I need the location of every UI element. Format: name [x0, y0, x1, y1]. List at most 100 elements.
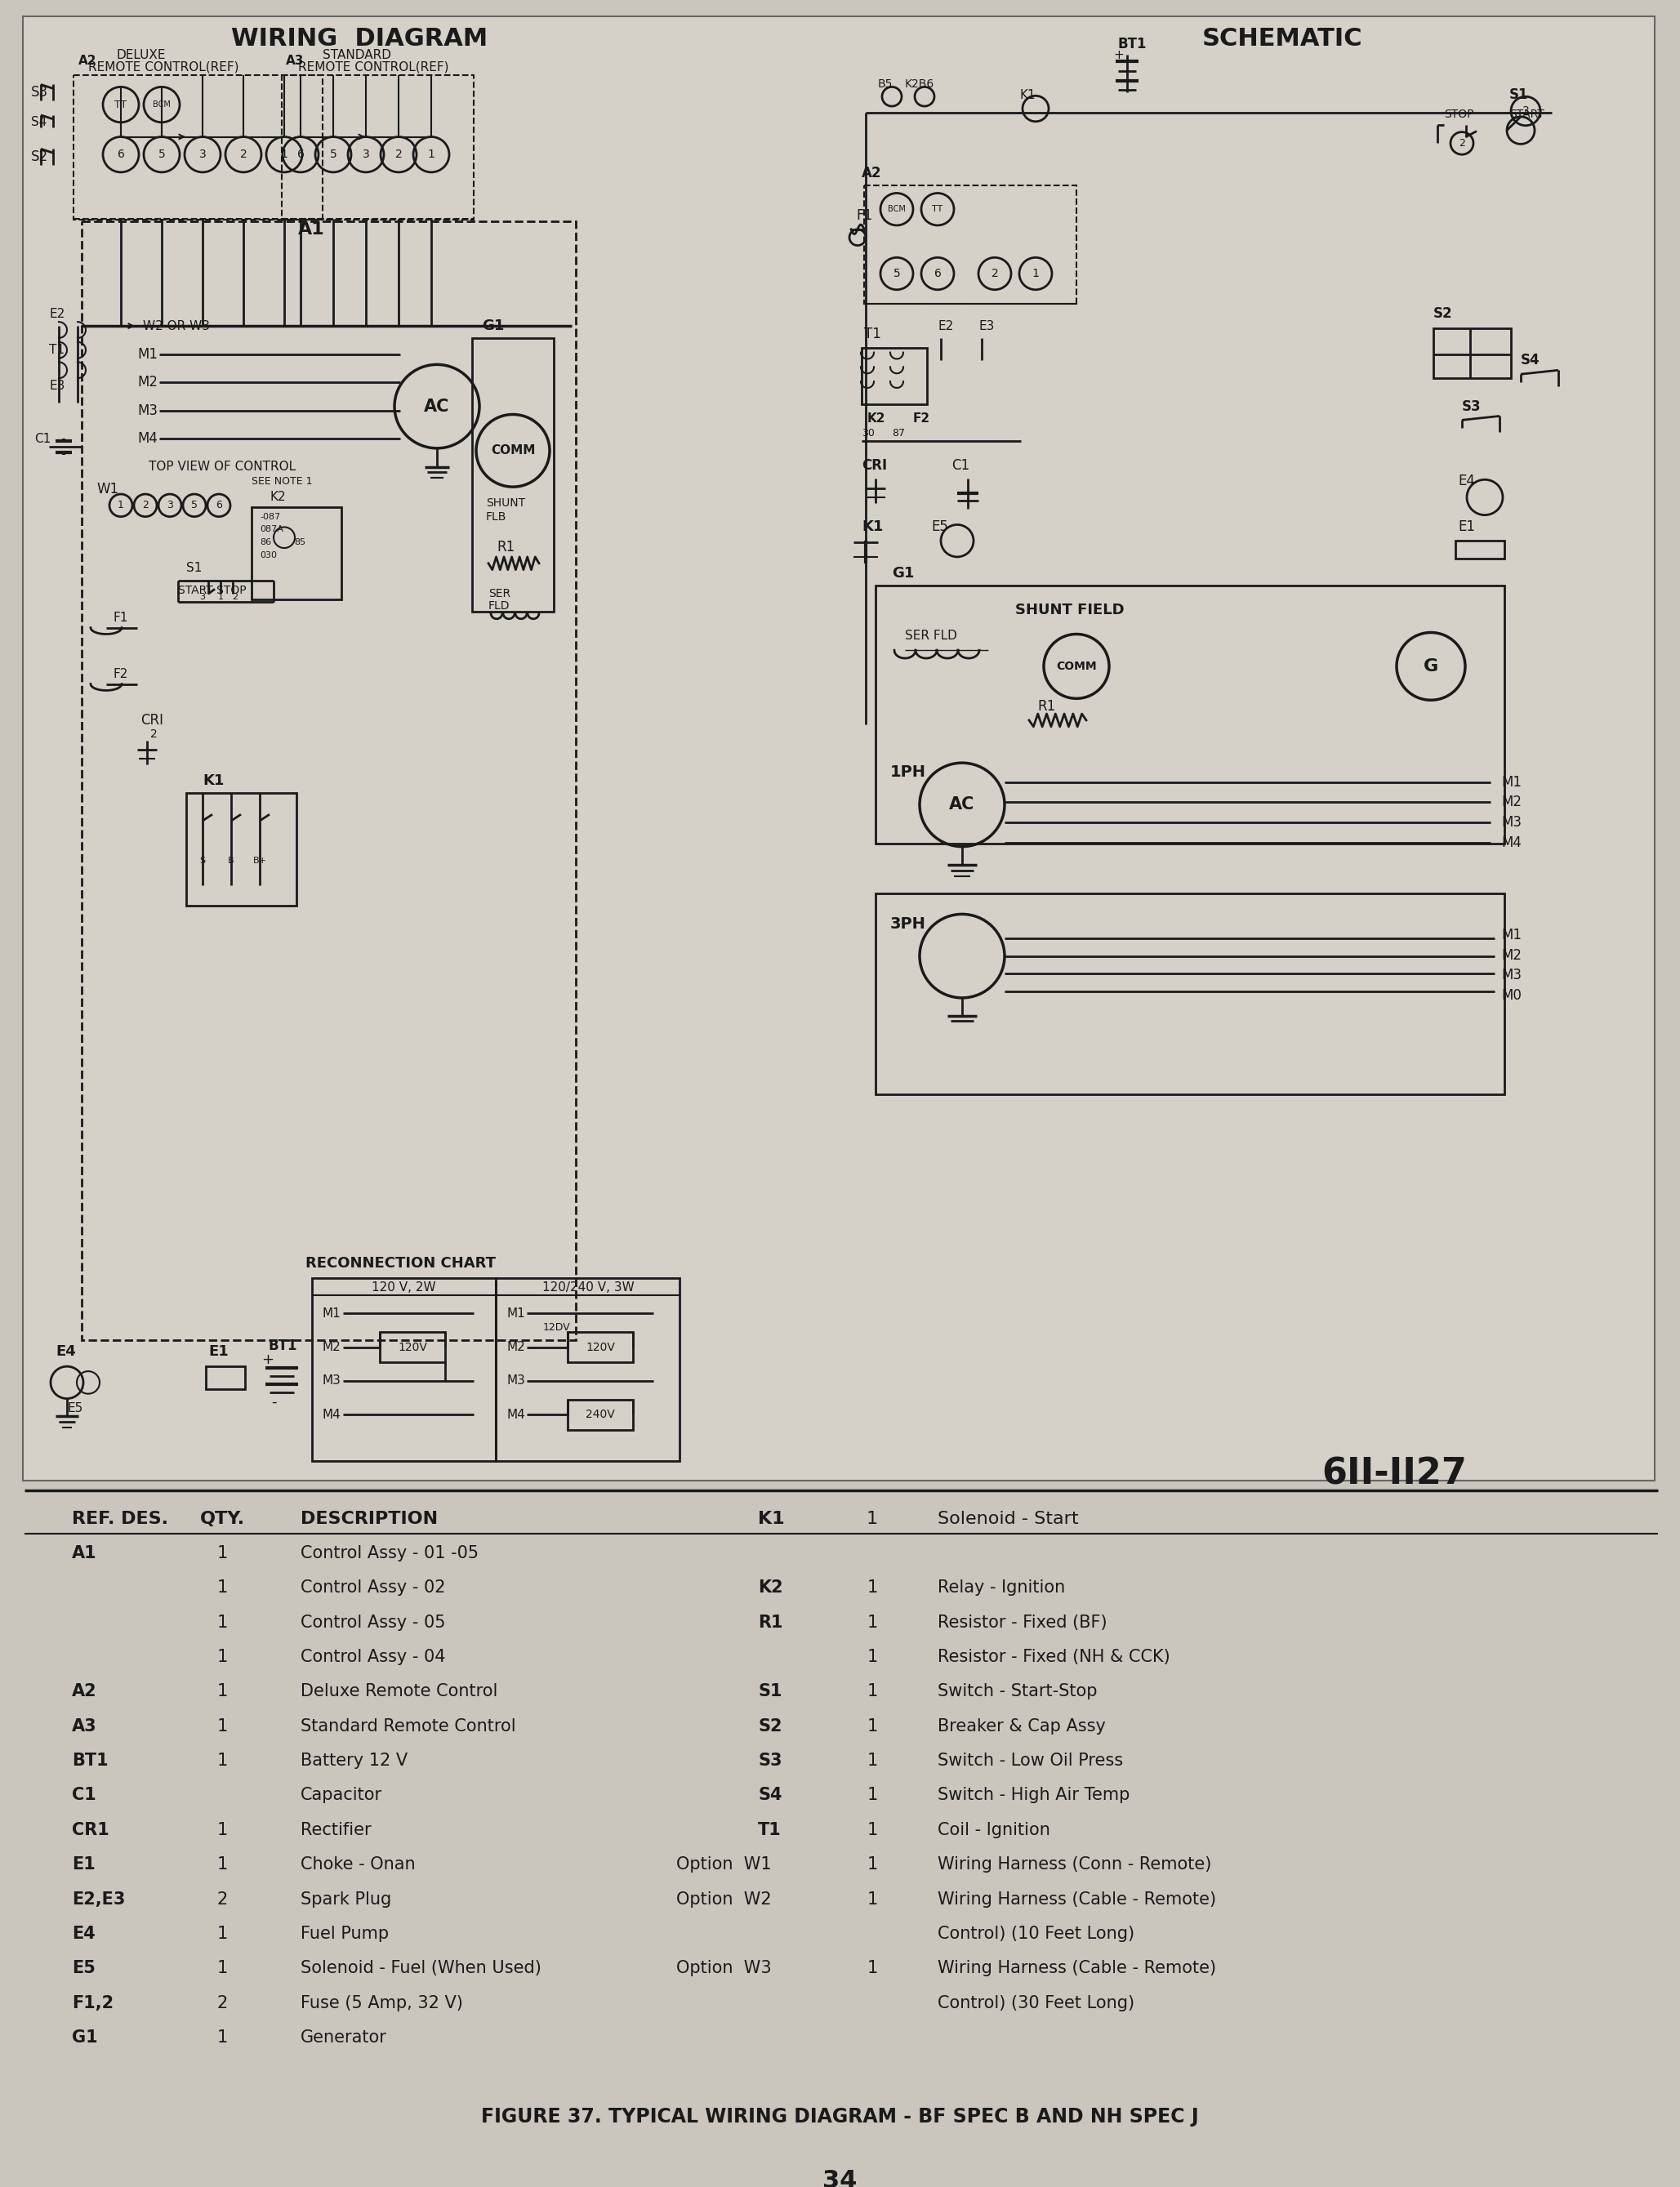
- Text: 2: 2: [217, 1995, 227, 2012]
- Text: S2: S2: [1433, 306, 1453, 321]
- Text: 3: 3: [363, 149, 370, 160]
- Text: G1: G1: [892, 566, 914, 580]
- Text: BCM: BCM: [153, 101, 171, 109]
- Text: F2: F2: [914, 413, 931, 424]
- Text: 1: 1: [867, 1857, 877, 1872]
- Text: 1: 1: [217, 1719, 227, 1734]
- Text: 1: 1: [217, 1822, 227, 1837]
- Text: Standard Remote Control: Standard Remote Control: [301, 1719, 516, 1734]
- Text: 1: 1: [217, 1752, 227, 1769]
- Text: RECONNECTION CHART: RECONNECTION CHART: [306, 1255, 496, 1271]
- Text: 1: 1: [217, 1544, 227, 1562]
- Text: E1: E1: [1458, 521, 1475, 534]
- Text: 1: 1: [867, 1822, 877, 1837]
- Text: -: -: [270, 1395, 277, 1408]
- Text: K1: K1: [1020, 90, 1035, 101]
- Text: 3: 3: [1522, 105, 1529, 116]
- Text: 2: 2: [232, 593, 239, 601]
- Text: M3: M3: [323, 1376, 341, 1387]
- Bar: [568, 1332, 633, 1363]
- Text: M3: M3: [1502, 816, 1522, 829]
- Text: S3: S3: [758, 1752, 781, 1769]
- Bar: [496, 1277, 679, 1461]
- Text: Resistor - Fixed (BF): Resistor - Fixed (BF): [937, 1614, 1107, 1632]
- Text: 1: 1: [428, 149, 435, 160]
- Bar: [186, 792, 296, 905]
- Text: S4: S4: [758, 1787, 781, 1804]
- Text: 1PH: 1PH: [890, 765, 926, 781]
- Text: A3: A3: [286, 55, 304, 68]
- Bar: [875, 892, 1504, 1094]
- Bar: [24, 15, 1655, 1481]
- Text: M1: M1: [323, 1308, 341, 1319]
- Text: Control) (30 Feet Long): Control) (30 Feet Long): [937, 1995, 1134, 2012]
- Text: S3: S3: [30, 85, 49, 101]
- Text: DELUXE: DELUXE: [116, 48, 165, 61]
- Text: Wiring Harness (Cable - Remote): Wiring Harness (Cable - Remote): [937, 1960, 1216, 1977]
- Text: 1: 1: [217, 1579, 227, 1597]
- Text: CR1: CR1: [72, 1822, 109, 1837]
- Text: 5: 5: [192, 501, 198, 512]
- Text: K2: K2: [758, 1579, 783, 1597]
- Text: 1: 1: [867, 1960, 877, 1977]
- Text: M4: M4: [138, 431, 158, 446]
- Text: Switch - High Air Temp: Switch - High Air Temp: [937, 1787, 1131, 1804]
- Text: E2: E2: [49, 308, 66, 319]
- Text: Control Assy - 02: Control Assy - 02: [301, 1579, 445, 1597]
- Text: 6II-II27: 6II-II27: [1322, 1457, 1467, 1492]
- Bar: [312, 1277, 496, 1461]
- Text: SER FLD: SER FLD: [906, 630, 958, 641]
- Bar: [568, 1400, 633, 1430]
- Text: F2: F2: [113, 669, 128, 680]
- Text: 2: 2: [143, 501, 148, 512]
- Text: S4: S4: [1520, 352, 1541, 367]
- Text: DESCRIPTION: DESCRIPTION: [301, 1511, 438, 1527]
- Bar: [1433, 328, 1510, 378]
- Text: G1: G1: [482, 319, 504, 332]
- Text: TOP VIEW OF CONTROL: TOP VIEW OF CONTROL: [148, 461, 296, 472]
- Text: AC: AC: [949, 796, 974, 814]
- Text: REMOTE CONTROL(REF): REMOTE CONTROL(REF): [297, 61, 449, 72]
- Text: M4: M4: [323, 1408, 341, 1422]
- Text: START: START: [1509, 109, 1544, 120]
- Text: 1: 1: [1032, 267, 1040, 280]
- Text: 030: 030: [260, 551, 277, 560]
- Text: Battery 12 V: Battery 12 V: [301, 1752, 408, 1769]
- Text: 1: 1: [281, 149, 287, 160]
- Text: Control Assy - 01 -05: Control Assy - 01 -05: [301, 1544, 479, 1562]
- Text: G1: G1: [72, 2030, 97, 2045]
- Text: 6: 6: [934, 267, 941, 280]
- Text: 1: 1: [867, 1684, 877, 1699]
- Text: Fuel Pump: Fuel Pump: [301, 1925, 388, 1942]
- Text: Option  W2: Option W2: [677, 1892, 771, 1907]
- Text: K1: K1: [203, 774, 223, 787]
- Text: AC: AC: [423, 398, 450, 416]
- Text: 85: 85: [294, 538, 306, 547]
- Text: A2: A2: [862, 166, 882, 179]
- Text: 240V: 240V: [586, 1408, 615, 1419]
- Text: Generator: Generator: [301, 2030, 386, 2045]
- Text: A3: A3: [72, 1719, 97, 1734]
- Text: 1: 1: [118, 501, 124, 512]
- Text: M3: M3: [506, 1376, 526, 1387]
- Text: M2: M2: [138, 374, 158, 389]
- Text: B+: B+: [252, 857, 267, 866]
- Text: T1: T1: [864, 326, 880, 341]
- Text: 2: 2: [395, 149, 402, 160]
- Text: -087: -087: [260, 512, 281, 521]
- Text: Control) (10 Feet Long): Control) (10 Feet Long): [937, 1925, 1134, 1942]
- Text: 1: 1: [217, 1614, 227, 1632]
- Text: E5: E5: [72, 1960, 96, 1977]
- Text: R1: R1: [497, 540, 514, 555]
- Text: Breaker & Cap Assy: Breaker & Cap Assy: [937, 1719, 1105, 1734]
- Text: 1: 1: [217, 1925, 227, 1942]
- Text: K2B6: K2B6: [906, 79, 934, 90]
- Text: K1: K1: [758, 1511, 785, 1527]
- Text: 1: 1: [217, 1857, 227, 1872]
- Text: 1: 1: [218, 593, 223, 601]
- Text: B5: B5: [879, 79, 894, 90]
- Text: E1: E1: [72, 1857, 96, 1872]
- Text: Control Assy - 04: Control Assy - 04: [301, 1649, 445, 1664]
- Text: 1: 1: [867, 1787, 877, 1804]
- Text: WIRING  DIAGRAM: WIRING DIAGRAM: [232, 26, 487, 50]
